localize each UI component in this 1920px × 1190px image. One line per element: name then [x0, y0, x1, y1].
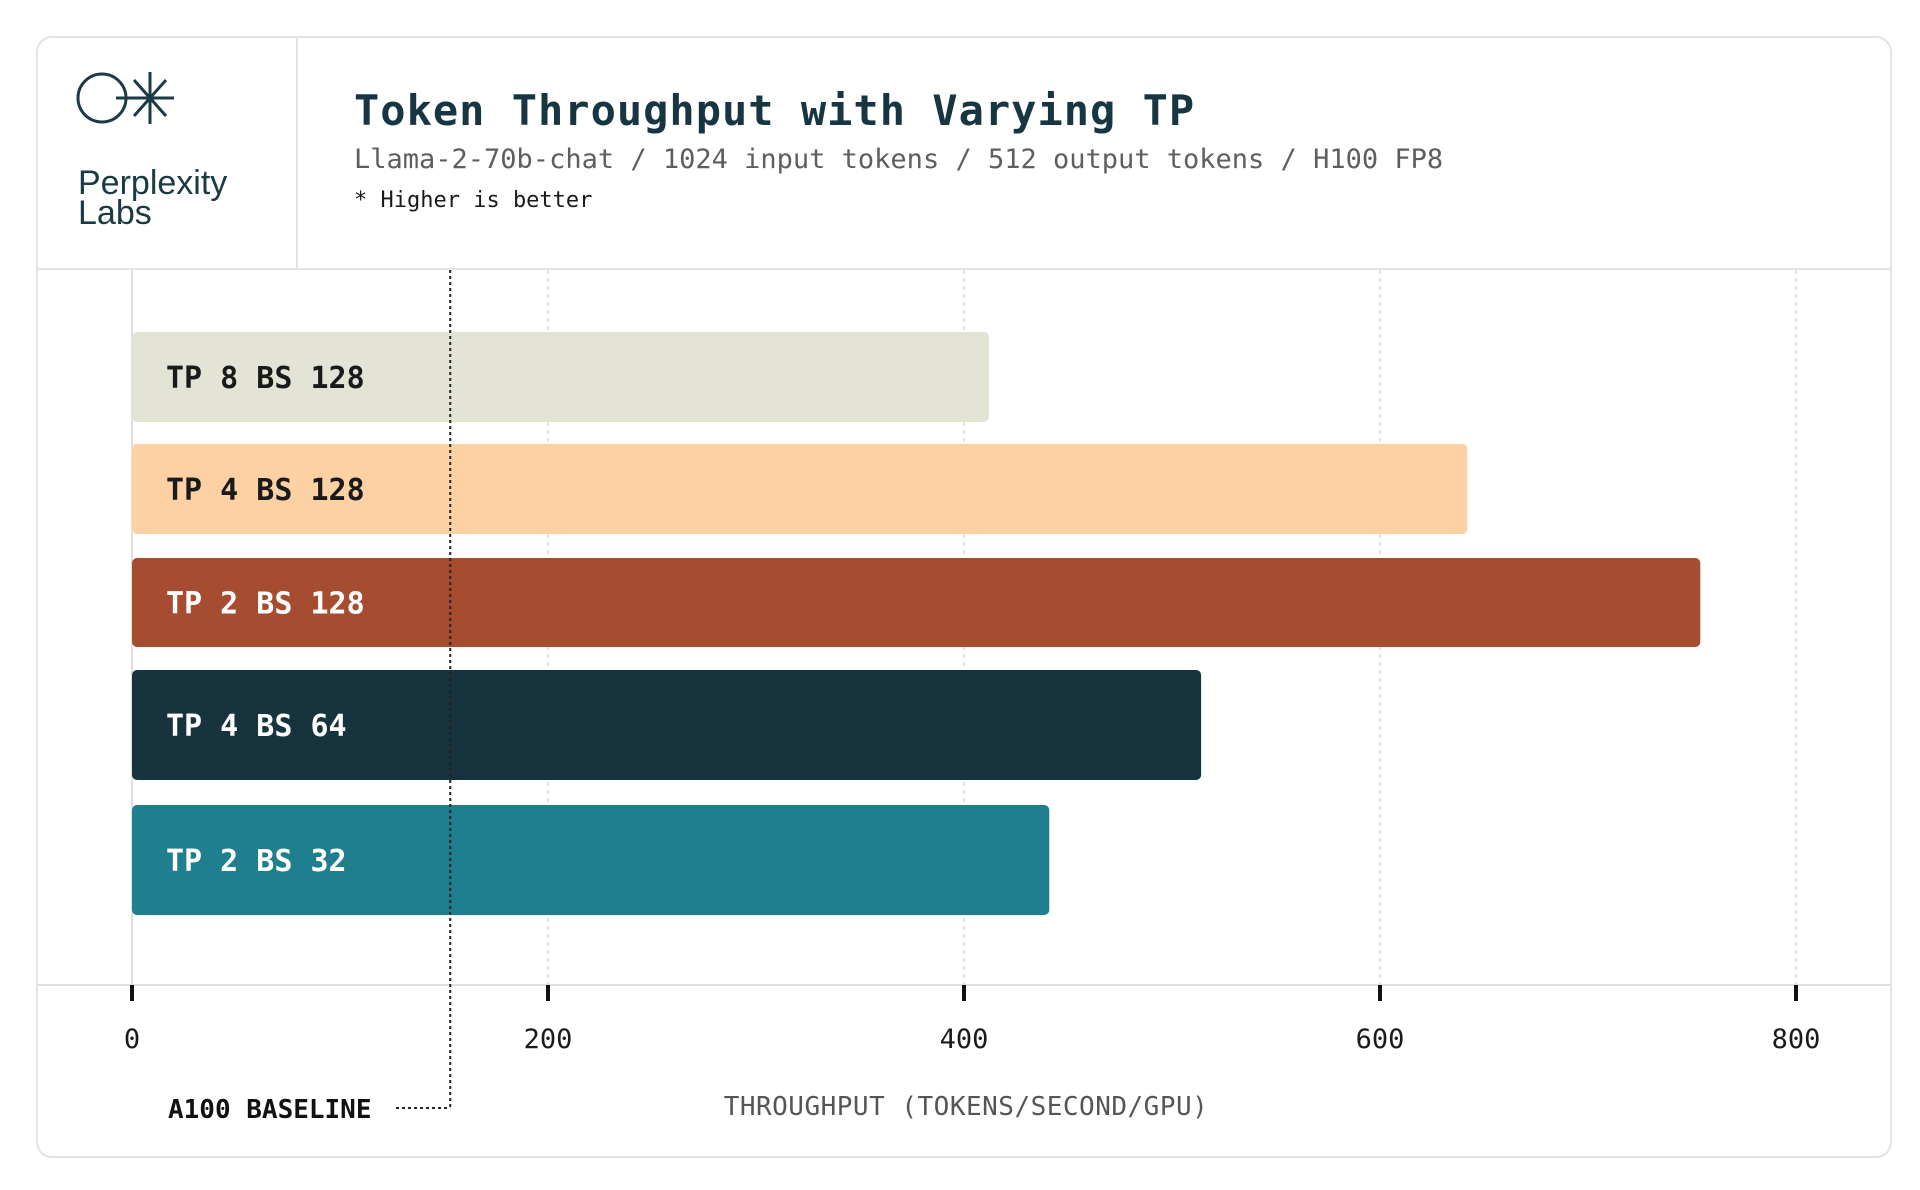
x-tick-label-400: 400: [940, 1024, 989, 1055]
bar-label-3: TP 4 BS 64: [166, 709, 347, 744]
bar-3: [132, 670, 1202, 780]
brand-name: Perplexity Labs: [78, 164, 228, 232]
chart-title: Token Throughput with Varying TP: [354, 86, 1196, 135]
bar-label-4: TP 2 BS 32: [166, 844, 347, 879]
logo-panel: Perplexity Labs: [38, 38, 298, 270]
x-tick-label-200: 200: [524, 1024, 573, 1055]
x-tick-label-600: 600: [1356, 1024, 1405, 1055]
perplexity-logo-icon: [76, 72, 174, 124]
bar-chart: TP 8 BS 128 TP 4 BS 128 TP 2 BS 128 TP 4 BS…: [38, 270, 1890, 1125]
x-tick-label-800: 800: [1772, 1024, 1821, 1055]
bar-label-1: TP 4 BS 128: [166, 473, 365, 508]
x-axis-title: THROUGHPUT (TOKENS/SECOND/GPU): [723, 1092, 1209, 1122]
bar-2: [132, 558, 1701, 647]
x-tick-label-0: 0: [124, 1024, 140, 1055]
bar-1: [132, 444, 1468, 534]
baseline-label: A100 BASELINE: [168, 1095, 372, 1125]
bar-label-0: TP 8 BS 128: [166, 361, 365, 396]
bar-0: [132, 332, 989, 422]
chart-card: Perplexity Labs Token Throughput with Va…: [36, 36, 1892, 1158]
chart-subtitle: Llama-2-70b-chat / 1024 input tokens / 5…: [354, 144, 1444, 175]
header-divider: [38, 268, 1890, 270]
chart-note: * Higher is better: [354, 188, 593, 213]
bar-4: [132, 805, 1050, 915]
bar-label-2: TP 2 BS 128: [166, 587, 365, 622]
